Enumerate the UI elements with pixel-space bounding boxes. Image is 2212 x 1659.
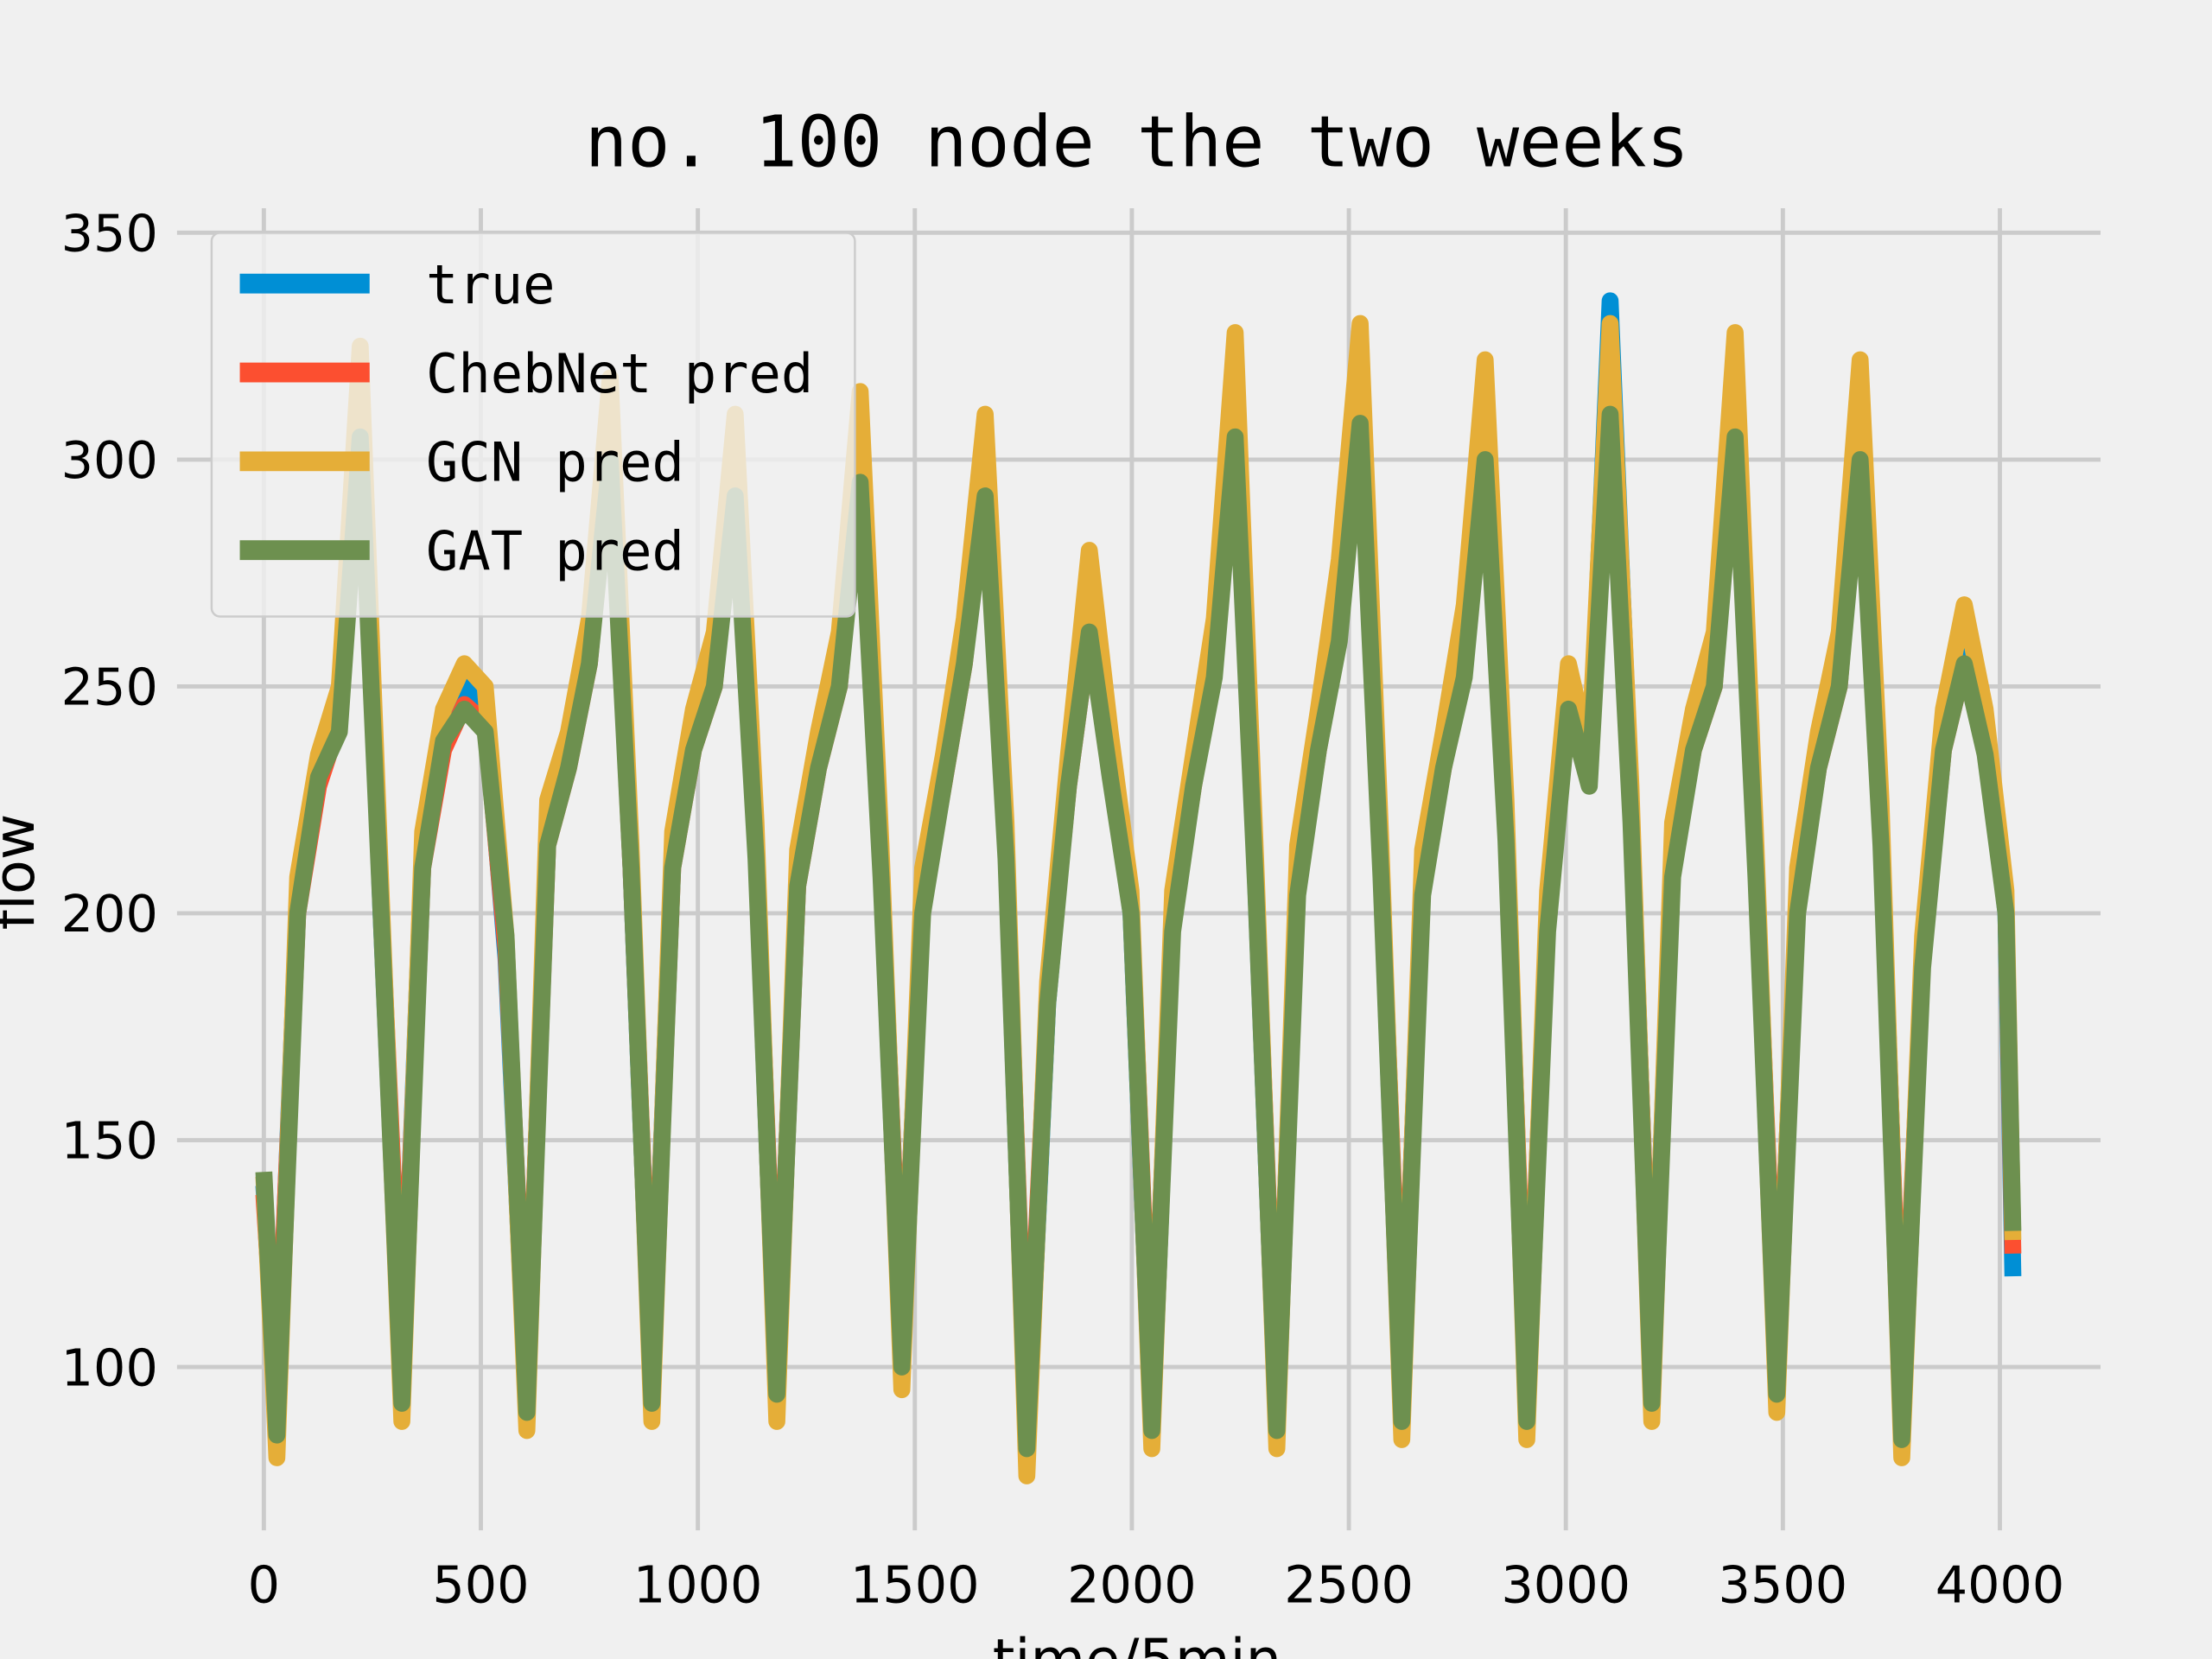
x-tick-label: 2500 bbox=[1284, 1555, 1414, 1615]
x-tick-label: 4000 bbox=[1936, 1555, 2065, 1615]
x-tick-label: 500 bbox=[432, 1555, 529, 1615]
x-tick-label: 3000 bbox=[1501, 1555, 1630, 1615]
y-tick-label: 200 bbox=[61, 884, 158, 944]
legend-label: GCN pred bbox=[426, 431, 684, 494]
y-tick-label: 350 bbox=[61, 204, 158, 264]
x-tick-label: 1000 bbox=[633, 1555, 763, 1615]
series-line bbox=[255, 405, 2022, 1458]
legend-label: true bbox=[426, 253, 555, 316]
x-axis-label: time/5min bbox=[993, 1627, 1281, 1659]
chart-title: no. 100 node the two weeks bbox=[585, 102, 1689, 184]
y-tick-label: 150 bbox=[61, 1111, 158, 1171]
y-tick-label: 250 bbox=[61, 658, 158, 717]
legend: true ChebNet pred GCN pred GAT pred bbox=[210, 232, 856, 618]
legend-label: GAT pred bbox=[426, 520, 684, 583]
legend-label: ChebNet pred bbox=[426, 342, 813, 405]
y-tick-label: 300 bbox=[61, 430, 158, 490]
x-tick-label: 3500 bbox=[1719, 1555, 1848, 1615]
y-axis-label: flow bbox=[0, 814, 48, 930]
legend-box bbox=[210, 232, 856, 618]
x-tick-label: 2000 bbox=[1067, 1555, 1197, 1615]
x-tick-label: 0 bbox=[248, 1555, 280, 1615]
x-tick-label: 1500 bbox=[850, 1555, 980, 1615]
plot-lines bbox=[255, 292, 2022, 1484]
y-tick-label: 100 bbox=[61, 1338, 158, 1397]
